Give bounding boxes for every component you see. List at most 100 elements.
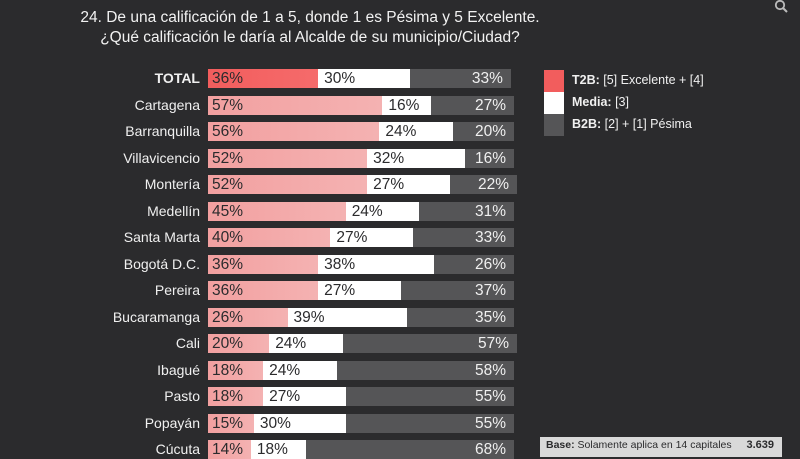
- bar-media: 27%: [330, 228, 413, 247]
- data-label: 57%: [212, 96, 244, 114]
- data-label: 55%: [474, 414, 506, 432]
- category-label: Pereira: [154, 282, 200, 298]
- search-icon[interactable]: [774, 0, 790, 14]
- legend-swatch: [544, 92, 564, 114]
- data-label: 36%: [212, 282, 244, 299]
- data-label: 38%: [324, 255, 356, 273]
- category-label: Pasto: [164, 388, 200, 404]
- data-label: 56%: [212, 123, 244, 140]
- data-label: 35%: [474, 308, 506, 326]
- data-label: 20%: [212, 335, 244, 352]
- legend-swatch: [544, 70, 564, 92]
- base-note: Base: Solamente aplica en 14 capitales 3…: [540, 437, 782, 457]
- data-label: 24%: [385, 123, 417, 140]
- data-label: 18%: [212, 388, 244, 405]
- data-label: 22%: [478, 176, 510, 193]
- bar-media: 27%: [367, 175, 450, 194]
- bar-media: 30%: [318, 69, 410, 88]
- legend-value: [3]: [611, 95, 629, 109]
- data-label: 52%: [212, 176, 244, 193]
- bar-media: 24%: [263, 360, 337, 380]
- bar-t2b: 57%: [208, 95, 383, 115]
- data-label: 39%: [293, 308, 325, 326]
- bar-t2b: 52%: [208, 148, 368, 168]
- bar-t2b: 18%: [208, 360, 264, 380]
- legend-label: Media: [3]: [572, 95, 629, 109]
- base-label: Base:: [546, 439, 575, 451]
- bar-media: 16%: [382, 95, 432, 115]
- legend-label: B2B: [2] + [1] Pésima: [572, 117, 692, 131]
- data-label: 52%: [212, 149, 244, 167]
- bar-b2b: 33%: [413, 228, 514, 247]
- legend-value: [5] Excelente + [4]: [599, 73, 704, 87]
- data-label: 26%: [474, 255, 506, 273]
- legend-key: Media:: [572, 95, 612, 109]
- bar-media: 39%: [287, 307, 407, 327]
- data-label: 45%: [212, 202, 244, 220]
- bar-b2b: 22%: [449, 175, 518, 194]
- data-label: 24%: [269, 361, 301, 379]
- data-label: 33%: [474, 229, 506, 246]
- bar-b2b: 55%: [345, 413, 514, 433]
- category-label: Cali: [175, 335, 200, 351]
- bar-b2b: 20%: [452, 122, 514, 141]
- category-label: Santa Marta: [123, 229, 200, 245]
- data-label: 27%: [269, 388, 301, 405]
- category-label: Bucaramanga: [112, 308, 200, 325]
- data-label: 33%: [471, 70, 503, 87]
- data-label: 27%: [336, 229, 368, 246]
- data-label: 57%: [478, 335, 510, 352]
- bar-b2b: 37%: [400, 281, 514, 300]
- data-label: 20%: [474, 123, 506, 140]
- bar-t2b: 36%: [208, 281, 319, 300]
- data-label: 16%: [474, 149, 506, 167]
- bar-t2b: 40%: [208, 228, 331, 247]
- category-label: Villavicencio: [123, 149, 200, 166]
- data-label: 15%: [212, 414, 244, 432]
- category-label: Medellín: [147, 202, 200, 219]
- data-label: 32%: [373, 149, 405, 167]
- base-count: 3.639: [746, 439, 774, 451]
- bar-t2b: 26%: [208, 307, 288, 327]
- data-label: 37%: [474, 282, 506, 299]
- data-label: 27%: [474, 96, 506, 114]
- data-label: 36%: [212, 70, 244, 87]
- category-label: Ibagué: [157, 361, 200, 378]
- category-label: Barranquilla: [125, 123, 200, 139]
- legend-swatch: [544, 114, 564, 136]
- category-label: Popayán: [144, 414, 200, 431]
- bar-t2b: 36%: [208, 69, 319, 88]
- data-label: 31%: [474, 202, 506, 220]
- data-label: 55%: [474, 388, 506, 405]
- bar-media: 24%: [345, 201, 420, 221]
- bar-b2b: 31%: [419, 201, 514, 221]
- bar-t2b: 18%: [208, 387, 264, 406]
- data-label: 40%: [212, 229, 244, 246]
- legend-key: B2B:: [572, 117, 602, 131]
- bar-media: 24%: [269, 334, 343, 353]
- category-label: TOTAL: [154, 70, 200, 86]
- bar-t2b: 52%: [208, 175, 368, 194]
- bar-media: 27%: [318, 281, 401, 300]
- bar-t2b: 56%: [208, 122, 380, 141]
- chart-title: 24. De una calificación de 1 a 5, donde …: [0, 8, 620, 48]
- bar-b2b: 26%: [434, 254, 514, 274]
- data-label: 58%: [474, 361, 506, 379]
- legend-key: T2B:: [572, 73, 600, 87]
- bar-b2b: 57%: [342, 334, 518, 353]
- data-label: 27%: [373, 176, 405, 193]
- data-label: 26%: [212, 308, 244, 326]
- bar-b2b: 16%: [465, 148, 514, 168]
- bar-b2b: 58%: [336, 360, 514, 380]
- bar-b2b: 35%: [406, 307, 514, 327]
- bar-media: 24%: [379, 122, 453, 141]
- bar-b2b: 55%: [345, 387, 514, 406]
- category-label: Cúcuta: [155, 441, 200, 457]
- bar-media: 32%: [367, 148, 466, 168]
- category-label: Montería: [144, 176, 200, 192]
- data-label: 27%: [324, 282, 356, 299]
- bar-t2b: 45%: [208, 201, 346, 221]
- bar-b2b: 33%: [409, 69, 511, 88]
- data-label: 30%: [259, 414, 291, 432]
